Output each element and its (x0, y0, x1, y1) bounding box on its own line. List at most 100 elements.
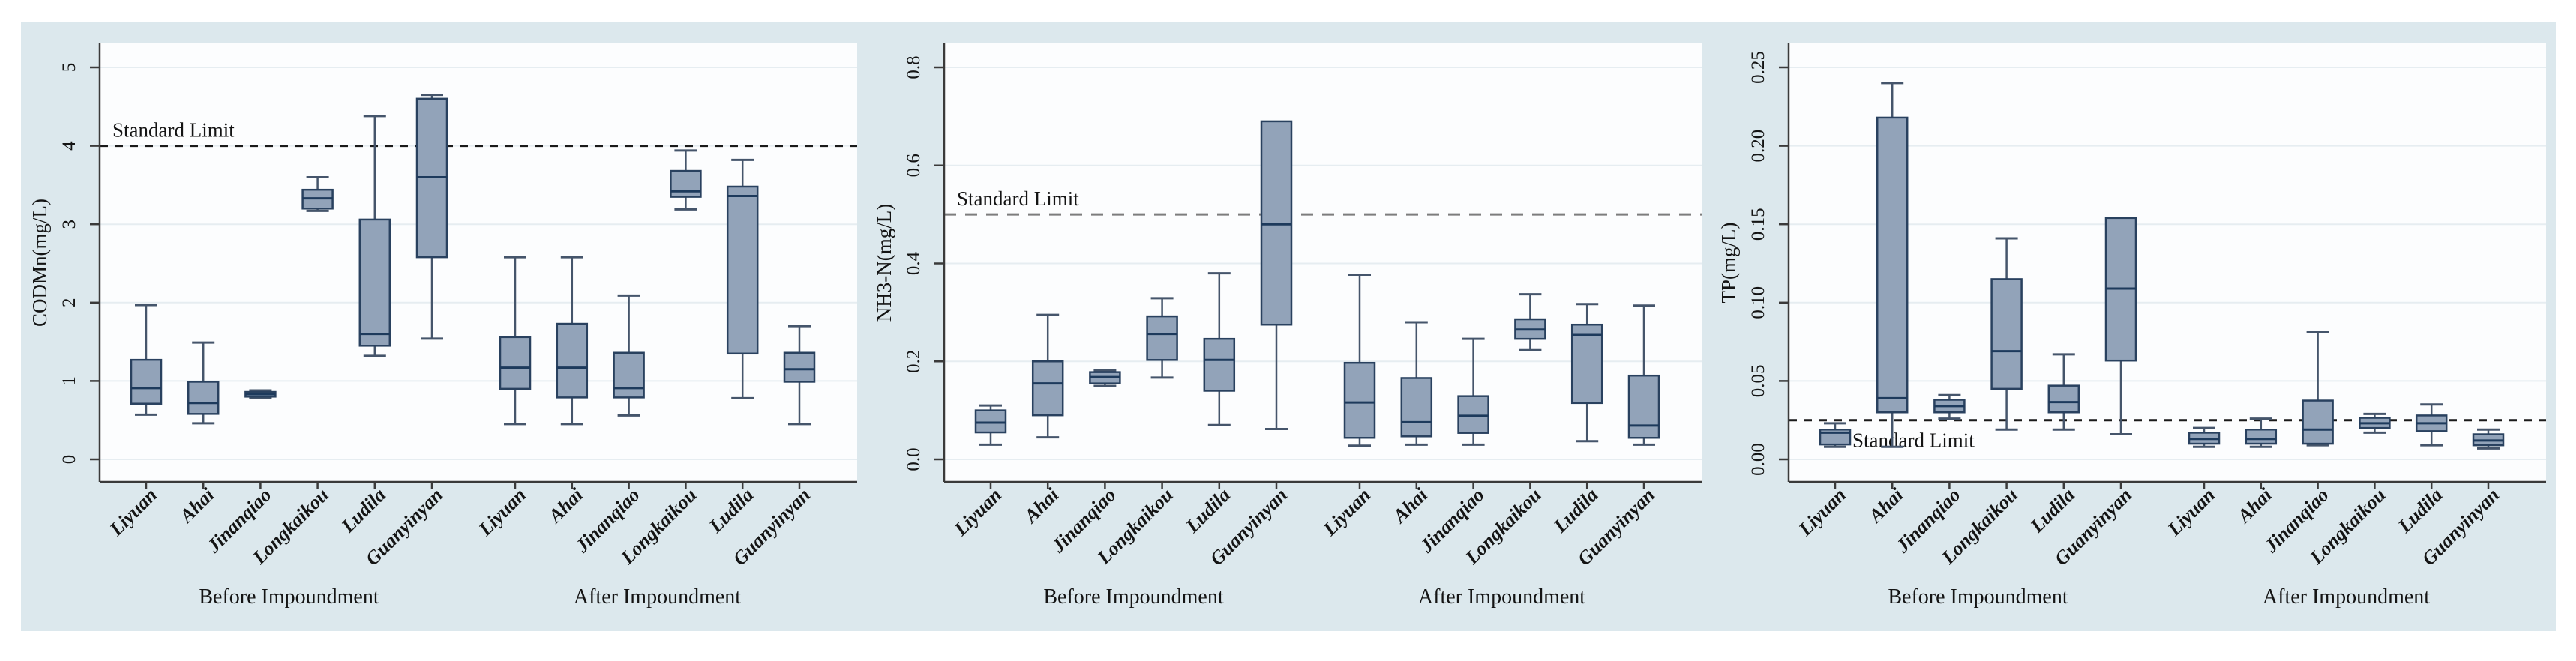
x-tick-label: Ludila (1549, 484, 1602, 537)
box-after-longkaikou (1514, 293, 1546, 351)
box-after-ludila (2415, 403, 2448, 447)
box-after-ahai (556, 256, 589, 426)
x-tick-label: Liyuan (2163, 484, 2219, 540)
iqr-box (1990, 278, 2023, 390)
y-tick-label: 0.10 (1748, 286, 1768, 319)
x-tick-label: Ahai (175, 483, 219, 528)
standard-limit-label: Standard Limit (957, 187, 1079, 210)
x-tick-label: Ludila (704, 484, 757, 537)
iqr-box (2302, 399, 2334, 445)
box-before-longkaikou (1990, 237, 2023, 431)
iqr-box (2047, 384, 2080, 414)
y-tick-label: 1 (59, 376, 79, 386)
box-after-liyuan (2188, 426, 2221, 448)
iqr-box (1146, 315, 1178, 361)
y-tick-label: 0.0 (904, 447, 924, 471)
iqr-box (1260, 120, 1293, 326)
box-after-jinanqiao (613, 294, 645, 417)
iqr-box (1570, 323, 1603, 405)
iqr-box (130, 358, 163, 405)
x-tick-label: Ludila (2026, 484, 2079, 537)
iqr-box (726, 185, 759, 355)
plot-area (1789, 43, 2546, 482)
group-label-after: After Impoundment (2263, 585, 2430, 609)
panel-nh3n: Standard Limit 0.0 0.2 0.4 0.6 0.8 NH3-N(mg/L)… (865, 22, 1710, 631)
iqr-box (1400, 377, 1433, 438)
y-tick-label: 0.20 (1748, 130, 1768, 163)
boxplot-figure: Standard Limit 0 1 2 3 4 5 CODMn(mg/L) Liyuan Aha… (21, 22, 2556, 631)
group-label-after: After Impoundment (1418, 585, 1585, 609)
y-tick-label: 0.2 (904, 350, 924, 373)
iqr-box (974, 409, 1007, 434)
iqr-box (1031, 360, 1064, 417)
box-after-jinanqiao (1457, 337, 1489, 446)
box-before-jinanqiao (1089, 369, 1121, 387)
y-axis-title: CODMn(mg/L) (28, 199, 51, 327)
box-after-liyuan (1343, 274, 1376, 447)
y-tick-label: 0 (59, 455, 79, 465)
box-after-liyuan (499, 256, 532, 426)
y-axis-title: TP(mg/L) (1717, 223, 1740, 304)
x-tick-label: Ahai (1864, 483, 1908, 528)
x-tick-label: Ludila (1181, 484, 1234, 537)
x-tick-label: Liyuan (105, 484, 161, 540)
x-tick-label: Ahai (543, 483, 587, 528)
iqr-box (1203, 337, 1236, 392)
iqr-box (556, 322, 589, 399)
box-before-longkaikou (301, 175, 334, 212)
x-tick-label: Liyuan (949, 484, 1006, 540)
x-tick-label: Ahai (2232, 483, 2276, 528)
x-tick-label: Ahai (1019, 483, 1063, 528)
box-before-liyuan (130, 304, 163, 416)
x-tick-label: Ludila (337, 484, 390, 537)
y-axis-title: NH3-N(mg/L) (873, 204, 895, 322)
panel-tp: Standard Limit 0.00 0.05 0.10 0.15 0.20 0.25 TP… (1710, 22, 2554, 631)
y-tick-label: 2 (59, 298, 79, 308)
box-before-jinanqiao (244, 389, 277, 399)
y-tick-label: 0.8 (904, 55, 924, 79)
iqr-box (187, 381, 220, 415)
iqr-box (358, 218, 391, 347)
x-tick-label: Ahai (1387, 483, 1432, 528)
iqr-box (1876, 116, 1909, 414)
box-after-longkaikou (2359, 412, 2391, 434)
y-tick-label: 0.15 (1748, 208, 1768, 241)
box-before-liyuan (974, 404, 1007, 446)
group-label-before: Before Impoundment (1043, 585, 1223, 609)
iqr-box (1343, 361, 1376, 439)
y-tick-label: 4 (59, 141, 79, 151)
box-before-guanyinyan (2104, 217, 2137, 436)
box-before-guanyinyan (1260, 120, 1293, 430)
y-tick-label: 0.25 (1748, 51, 1768, 84)
box-before-ludila (1203, 272, 1236, 426)
iqr-box (670, 169, 702, 198)
box-after-guanyinyan (1627, 304, 1660, 446)
x-tick-label: Liyuan (474, 484, 530, 540)
iqr-box (1457, 395, 1489, 434)
panel-codmn: Standard Limit 0 1 2 3 4 5 CODMn(mg/L) Liyuan Aha… (21, 22, 865, 631)
group-label-before: Before Impoundment (1888, 585, 2068, 609)
x-tick-label: Liyuan (1794, 484, 1850, 540)
box-after-jinanqiao (2302, 331, 2334, 447)
group-label-before: Before Impoundment (199, 585, 379, 609)
iqr-box (2245, 429, 2278, 445)
box-before-longkaikou (1146, 297, 1178, 379)
box-before-ahai (1876, 82, 1909, 448)
box-after-guanyinyan (783, 325, 816, 426)
box-before-liyuan (1819, 422, 1852, 448)
y-tick-label: 5 (59, 63, 79, 73)
x-tick-label: Ludila (2393, 484, 2446, 537)
box-after-longkaikou (670, 149, 702, 211)
box-before-ludila (358, 115, 391, 357)
standard-limit-label: Standard Limit (1852, 429, 1975, 452)
box-after-guanyinyan (2472, 428, 2505, 450)
y-tick-label: 0.4 (904, 251, 924, 275)
nh3n-chart: Standard Limit 0.0 0.2 0.4 0.6 0.8 NH3-N(mg/L)… (873, 43, 1702, 609)
group-label-after: After Impoundment (574, 585, 741, 609)
box-after-ludila (726, 158, 759, 399)
y-tick-label: 0.6 (904, 154, 924, 177)
box-after-ahai (1400, 321, 1433, 446)
standard-limit-label: Standard Limit (112, 119, 235, 142)
box-before-guanyinyan (415, 94, 448, 340)
box-before-ahai (1031, 313, 1064, 439)
